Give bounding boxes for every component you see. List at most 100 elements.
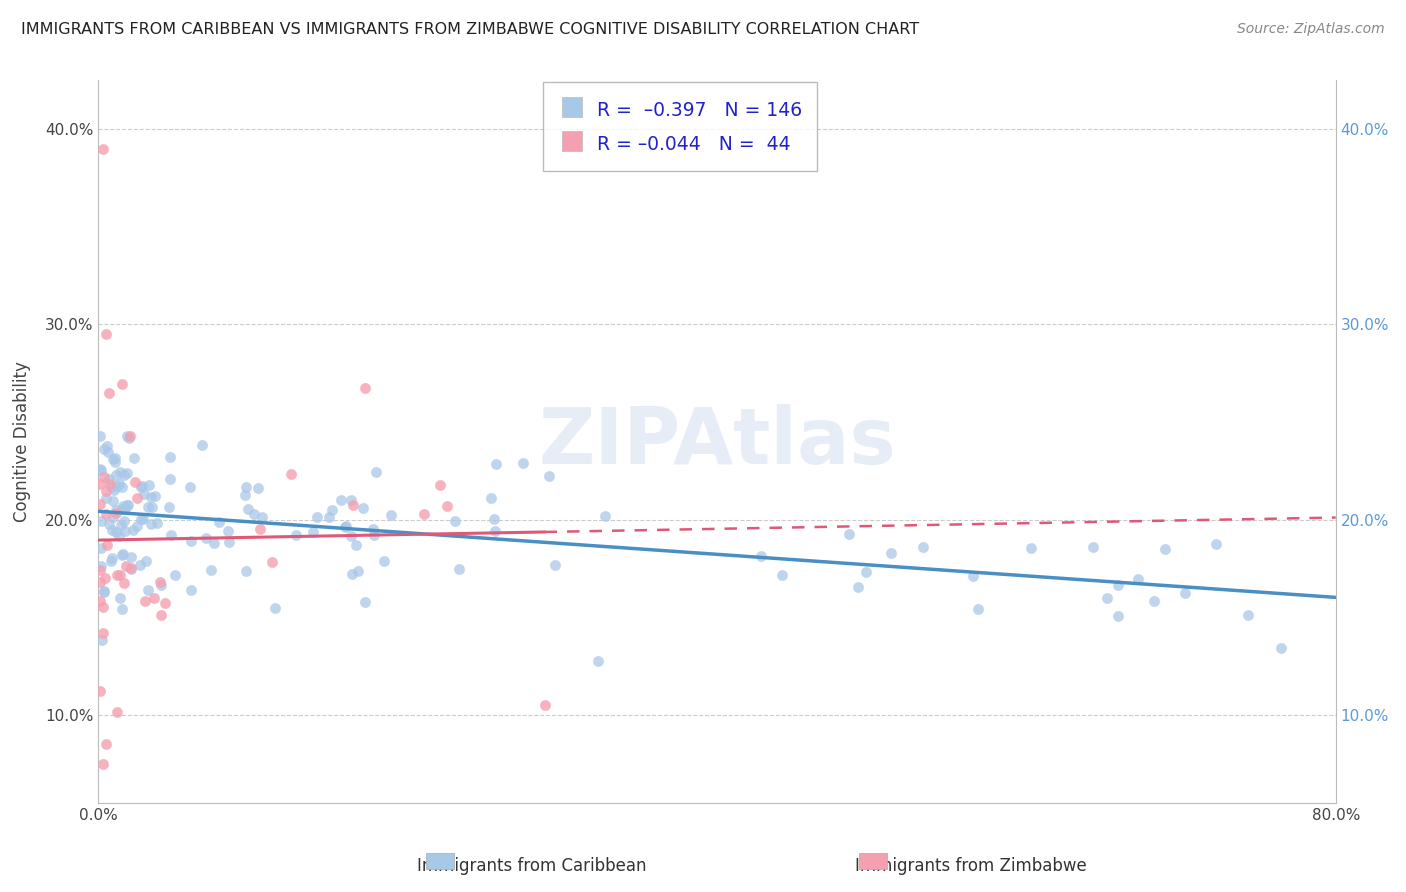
Legend: R =  –0.397   N = 146, R = –0.044   N =  44: R = –0.397 N = 146, R = –0.044 N = 44 (543, 82, 817, 171)
Point (120, 561, 142, 575)
Point (484, 512, 506, 526)
Point (330, 493, 353, 508)
Point (131, 479, 153, 493)
Point (1107, 608, 1129, 623)
Point (118, 431, 141, 445)
Point (838, 527, 860, 541)
Point (122, 451, 145, 466)
Point (361, 522, 384, 536)
Point (911, 540, 934, 554)
Point (479, 491, 502, 506)
Point (150, 607, 173, 622)
Point (89, 497, 111, 511)
Point (191, 437, 214, 451)
Point (91, 756, 114, 771)
Point (97, 445, 120, 459)
Point (100, 551, 122, 566)
Point (363, 528, 385, 542)
Point (115, 429, 138, 443)
Point (111, 377, 134, 392)
Point (136, 583, 159, 598)
Point (586, 654, 609, 668)
Point (143, 489, 166, 503)
Point (243, 507, 266, 521)
Point (238, 502, 260, 516)
Point (134, 486, 156, 500)
Point (159, 472, 181, 486)
Point (153, 596, 176, 610)
Point (165, 568, 187, 582)
Point (200, 563, 222, 577)
Point (749, 549, 772, 563)
Point (301, 524, 323, 539)
Point (1081, 541, 1104, 555)
Point (111, 547, 134, 561)
Point (180, 583, 202, 598)
Point (366, 465, 388, 479)
Point (120, 550, 142, 565)
Point (195, 531, 218, 545)
Point (208, 515, 231, 529)
Point (105, 524, 128, 539)
Point (91, 142, 114, 156)
Point (98, 385, 121, 400)
Point (233, 488, 256, 502)
Point (250, 510, 273, 524)
Point (318, 509, 340, 524)
Point (127, 518, 149, 533)
Point (96, 538, 118, 552)
Point (352, 500, 374, 515)
Point (114, 500, 136, 515)
Point (114, 501, 136, 516)
Point (98, 477, 121, 491)
Bar (859, 854, 887, 870)
Point (114, 524, 136, 538)
Point (105, 567, 128, 582)
Point (962, 568, 984, 582)
Point (132, 512, 155, 526)
Point (110, 518, 132, 533)
Point (141, 500, 163, 514)
Point (90, 463, 112, 477)
Point (111, 480, 134, 494)
Point (91, 600, 114, 615)
Point (89, 563, 111, 577)
Point (436, 500, 458, 514)
Point (108, 591, 131, 605)
Point (146, 516, 169, 531)
Point (96, 737, 118, 751)
Point (484, 524, 506, 539)
Point (249, 522, 271, 536)
Point (1237, 608, 1260, 623)
Point (321, 503, 343, 517)
Text: Immigrants from Caribbean: Immigrants from Caribbean (416, 857, 647, 875)
Point (105, 468, 128, 483)
Point (89, 593, 111, 607)
Point (96, 439, 118, 453)
Point (89, 429, 111, 443)
Bar (426, 854, 454, 870)
Point (120, 562, 142, 576)
Point (104, 454, 127, 468)
Point (280, 467, 302, 481)
Point (105, 502, 128, 516)
Point (108, 568, 131, 582)
Point (413, 508, 436, 522)
Point (180, 534, 202, 549)
Point (340, 493, 363, 508)
Point (235, 565, 257, 579)
Point (342, 498, 364, 512)
Point (124, 475, 146, 489)
Point (139, 490, 162, 504)
Point (846, 580, 869, 594)
Point (347, 564, 370, 578)
Point (108, 476, 131, 491)
Point (93, 442, 115, 457)
Point (112, 467, 135, 482)
Point (112, 499, 135, 513)
Point (89, 462, 111, 476)
Point (512, 456, 534, 470)
Point (139, 516, 162, 531)
Point (537, 468, 560, 483)
Point (593, 508, 616, 523)
